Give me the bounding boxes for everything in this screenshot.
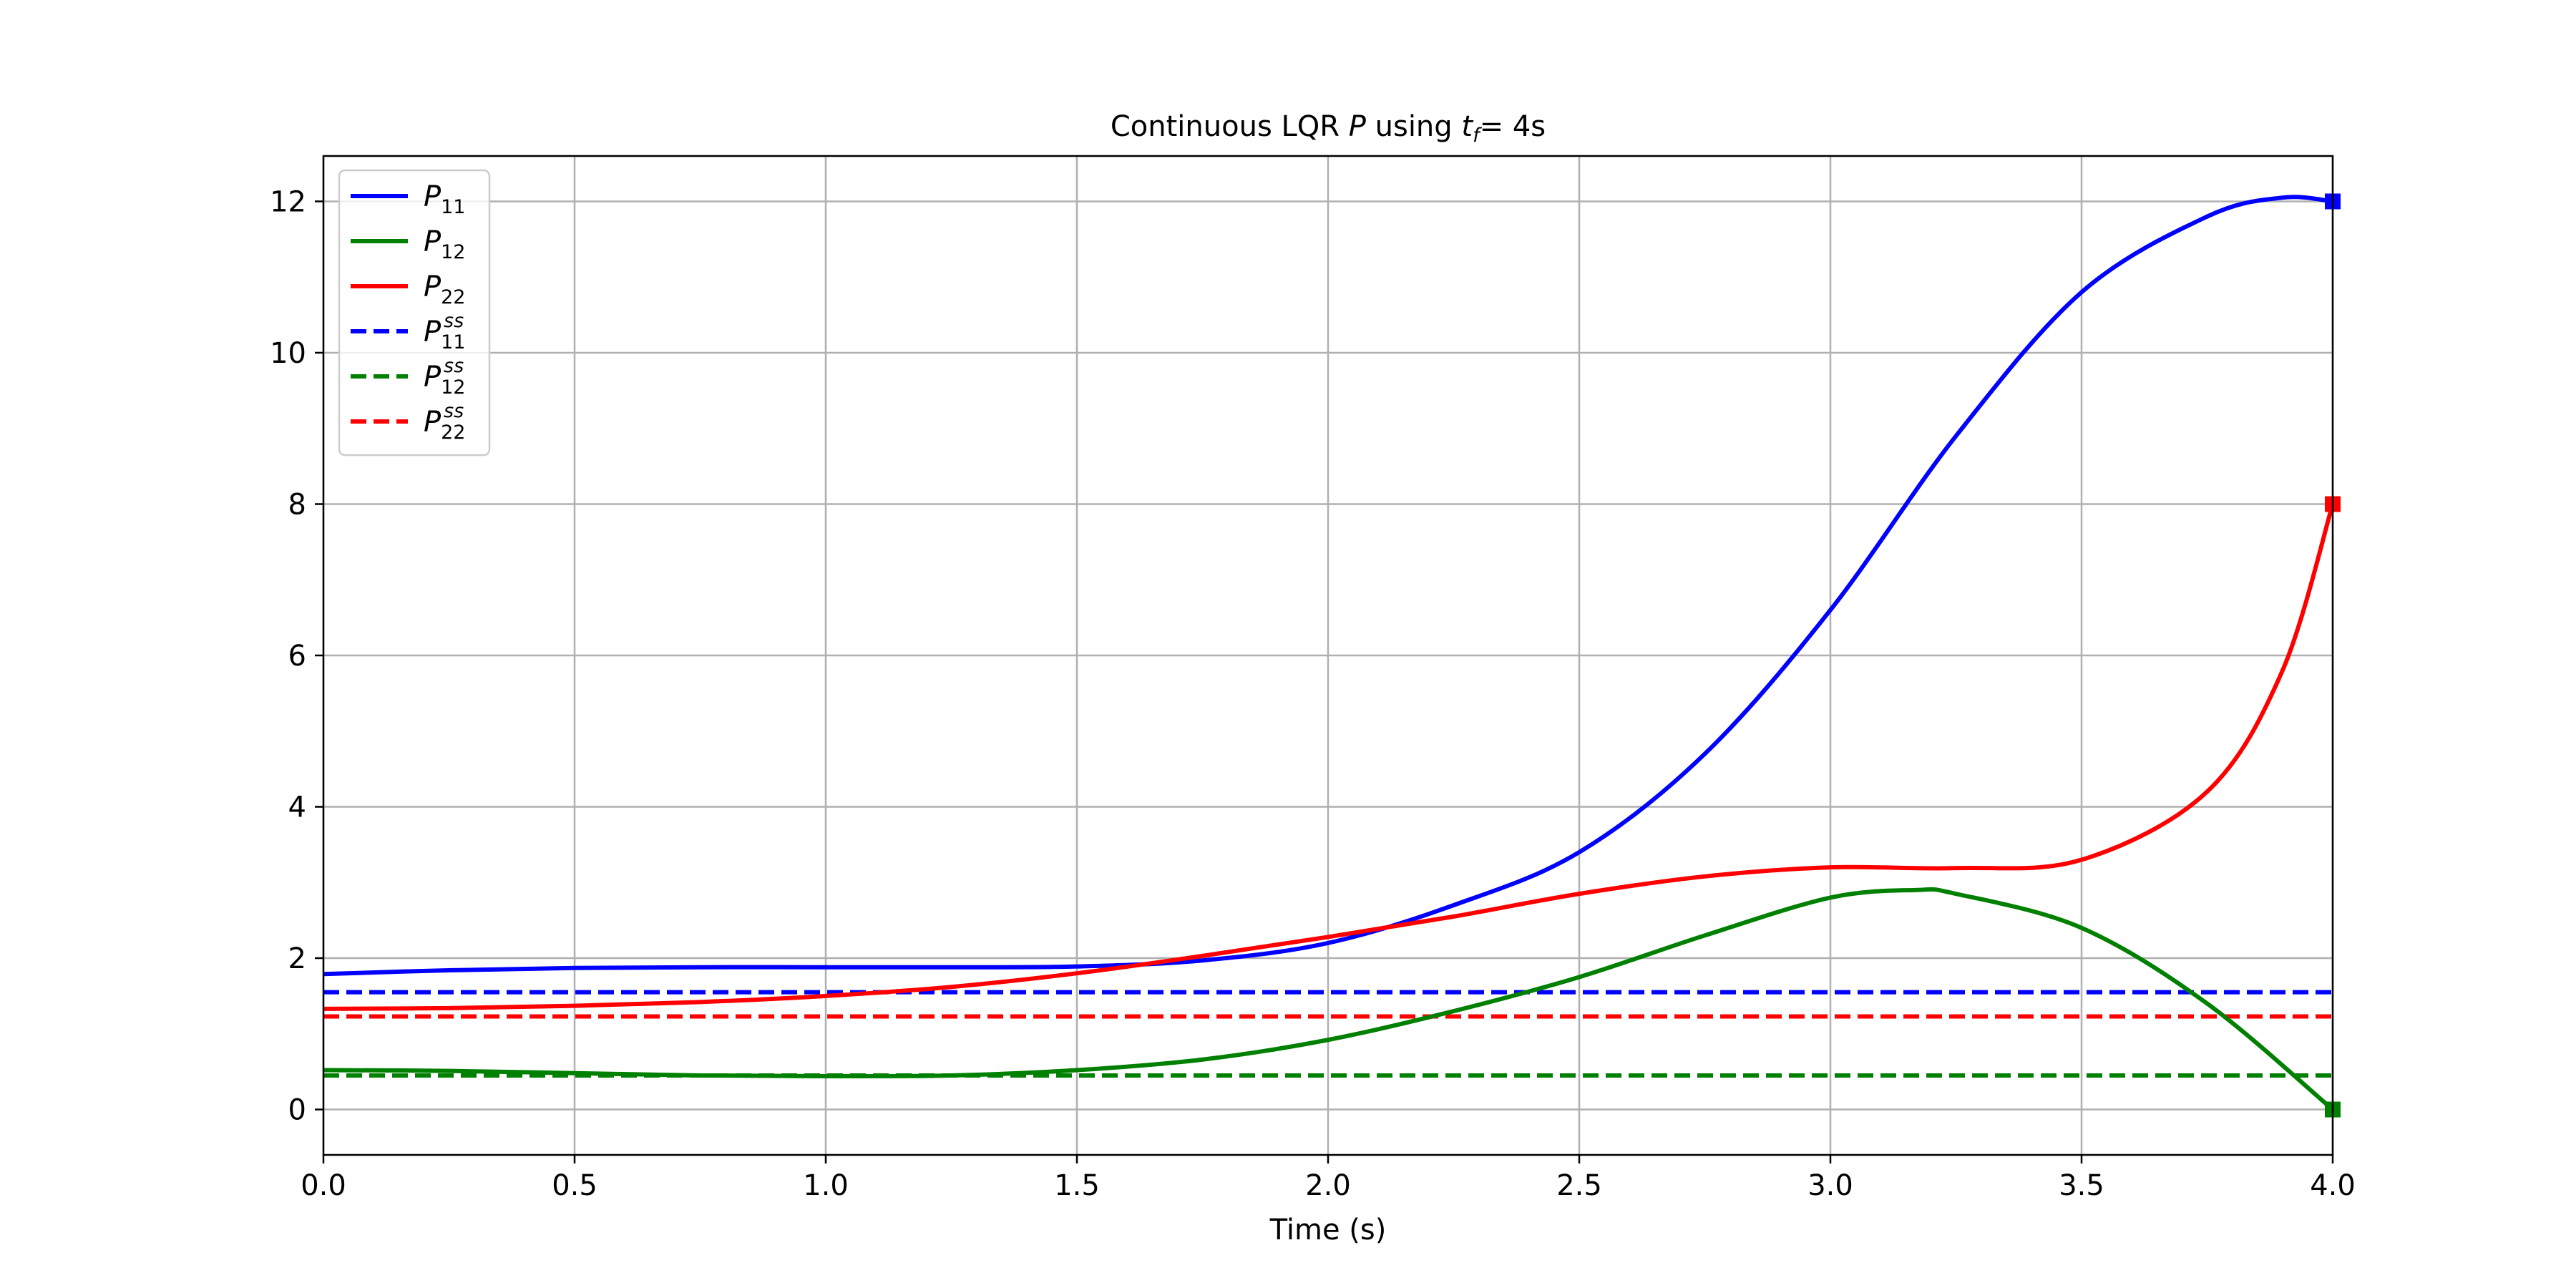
x-tick-label: 3.5 — [2059, 1169, 2104, 1202]
legend-label-p-22-ss: P22ss — [424, 400, 465, 444]
series-line-p-11 — [323, 195, 2333, 977]
series-line-p-22 — [323, 503, 2335, 1011]
series-line-p-12 — [323, 887, 2334, 1111]
y-tick-label: 2 — [288, 942, 306, 975]
plot-lines — [323, 195, 2335, 1111]
y-tick-label: 8 — [288, 488, 306, 521]
legend-label-p-12: P12 — [424, 225, 465, 263]
x-axis-label: Time (s) — [1269, 1214, 1387, 1246]
y-tick-label: 12 — [270, 185, 306, 218]
x-tick-label: 1.5 — [1054, 1169, 1100, 1202]
x-tick-label: 4.0 — [2310, 1169, 2356, 1202]
x-tick-label: 0.5 — [552, 1169, 597, 1202]
y-tick-label: 6 — [288, 640, 306, 673]
y-tick-label: 10 — [270, 337, 306, 370]
legend-label-p-12-ss: P12ss — [424, 355, 465, 399]
x-tick-label: 2.5 — [1556, 1169, 1602, 1202]
legend-label-p-11: P11 — [424, 180, 465, 218]
x-tick-label: 2.0 — [1305, 1169, 1351, 1202]
chart-title: Continuous LQR P using tf= 4s — [1111, 110, 1546, 147]
legend-label-p-22: P22 — [424, 270, 465, 308]
legend-box — [338, 169, 491, 457]
y-axis-ticks: 0 2 4 6 8 10 12 — [270, 185, 323, 1127]
legend-label-p-11-ss: P11ss — [424, 310, 465, 353]
y-tick-label: 4 — [288, 791, 306, 824]
x-axis-ticks: 0.0 0.5 1.0 1.5 2.0 2.5 3.0 3.5 4.0 — [301, 1155, 2356, 1202]
x-tick-label: 0.0 — [301, 1169, 346, 1202]
x-tick-label: 3.0 — [1807, 1169, 1853, 1202]
y-tick-label: 0 — [288, 1094, 306, 1127]
x-tick-label: 1.0 — [803, 1169, 849, 1202]
